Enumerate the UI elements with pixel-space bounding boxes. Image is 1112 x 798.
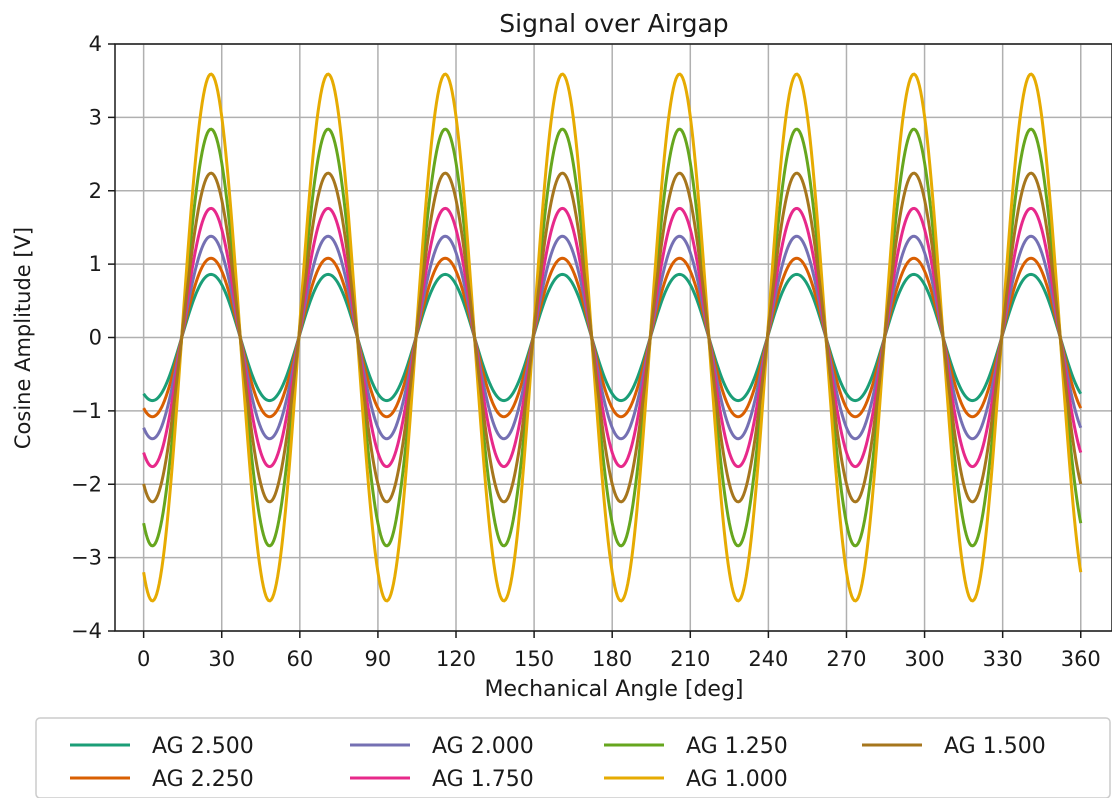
x-tick-label: 300 (905, 647, 945, 671)
legend-label: AG 1.000 (686, 767, 788, 792)
y-tick-label: −3 (71, 546, 102, 570)
y-axis-label: Cosine Amplitude [V] (11, 227, 35, 449)
y-axis-ticks: 4 3 2 1 0 −1 −2 −3 −4 (71, 32, 115, 643)
legend-label: AG 2.250 (152, 767, 254, 792)
chart-title: Signal over Airgap (499, 9, 728, 38)
x-tick-label: 0 (137, 647, 150, 671)
x-tick-label: 120 (436, 647, 476, 671)
x-tick-label: 150 (514, 647, 554, 671)
x-axis-label: Mechanical Angle [deg] (484, 677, 743, 702)
legend-label: AG 2.500 (152, 734, 254, 759)
y-tick-label: 1 (89, 252, 102, 276)
legend-frame (35, 717, 1111, 798)
x-tick-label: 210 (670, 647, 710, 671)
x-tick-label: 360 (1061, 647, 1101, 671)
x-tick-label: 30 (208, 647, 235, 671)
x-tick-label: 330 (983, 647, 1023, 671)
x-tick-label: 270 (826, 647, 866, 671)
y-tick-label: 3 (89, 105, 102, 129)
x-tick-label: 60 (286, 647, 313, 671)
legend-label: AG 1.250 (686, 734, 788, 759)
y-tick-label: 0 (89, 326, 102, 350)
x-tick-label: 240 (748, 647, 788, 671)
x-tick-label: 90 (365, 647, 392, 671)
y-tick-label: 4 (89, 32, 102, 56)
y-tick-label: −1 (71, 399, 102, 423)
legend-label: AG 2.000 (432, 734, 534, 759)
grid-lines (115, 43, 1112, 632)
y-tick-label: −4 (71, 619, 102, 643)
x-axis-ticks: 0 30 60 90 120 150 180 210 240 270 300 330 360 (137, 631, 1101, 671)
y-tick-label: 2 (89, 179, 102, 203)
legend-label: AG 1.750 (432, 767, 534, 792)
x-tick-label: 180 (592, 647, 632, 671)
legend: AG 2.500 AG 2.250 AG 2.000 AG 1.750 AG 1.250… (35, 717, 1111, 798)
legend-label: AG 1.500 (944, 734, 1046, 759)
series-lines (142, 72, 1083, 603)
y-tick-label: −2 (71, 472, 102, 496)
series-line (142, 171, 1083, 504)
